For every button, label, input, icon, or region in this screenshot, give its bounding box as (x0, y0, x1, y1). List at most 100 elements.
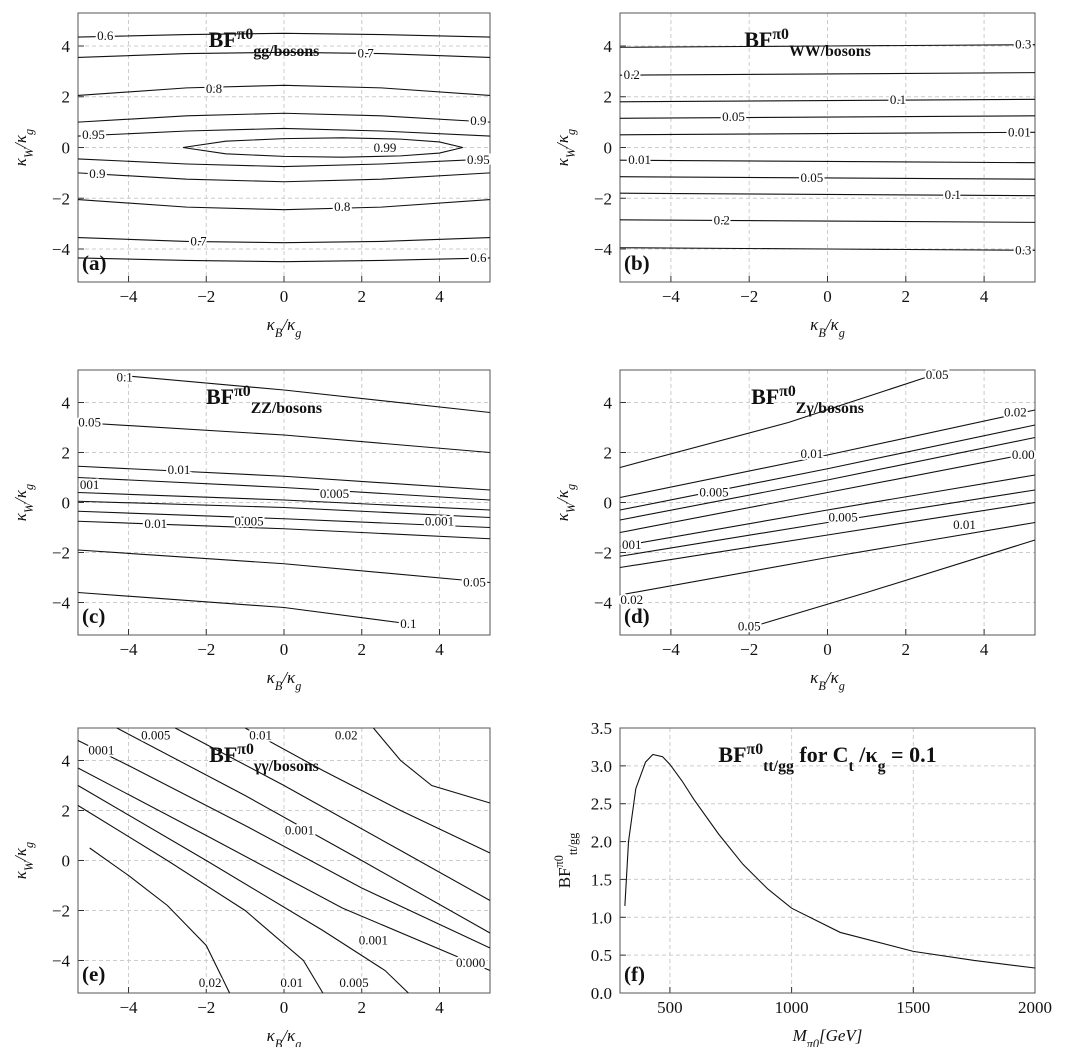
y-tick-label: −2 (594, 189, 612, 208)
x-axis-label: κB/κg (267, 1026, 302, 1047)
x-tick-label: −4 (662, 640, 681, 659)
contour-label: 0.005 (829, 510, 858, 525)
text-part: BF (209, 742, 237, 767)
chart-title: BFπ0WW/bosons (744, 26, 871, 60)
contour-line (77, 158, 491, 168)
text-part: BF (206, 384, 234, 409)
y-axis-label: κW/κg (11, 842, 36, 879)
contour-label: 0.02 (335, 728, 358, 743)
contour-line (77, 591, 409, 625)
x-tick-label: −4 (662, 287, 681, 306)
y-tick-label: 2 (62, 802, 71, 821)
contour-label: 0.01 (168, 462, 191, 477)
text-part: γγ/bosons (253, 758, 319, 775)
text-part: B (275, 679, 283, 693)
text-part: [GeV] (819, 1026, 862, 1045)
contour-label: 0.001 (285, 823, 314, 838)
contour-label: 0.95 (467, 152, 490, 167)
contour-line (77, 172, 491, 183)
text-part: tt/gg (566, 833, 580, 855)
y-tick-label: −4 (52, 952, 71, 971)
contour-label: 0.05 (738, 618, 761, 633)
contour-line (77, 112, 491, 123)
text-part: g (22, 842, 36, 848)
contour-line (77, 237, 491, 244)
contour-line (619, 424, 1036, 511)
contour-label: 0.1 (890, 92, 906, 107)
panel: −4 −2 0 2 4 −4 −2 0 2 4 0.02 0.01 0.005 0.000 0.001 0.0… (11, 726, 491, 1047)
y-tick-label: −4 (52, 594, 71, 613)
plot-frame (77, 369, 491, 636)
x-axis-label: Mπ0[GeV] (792, 1026, 863, 1047)
text-part: κ (553, 157, 572, 166)
x-tick-label: 0 (280, 287, 289, 306)
text-part: /κ (281, 668, 296, 687)
contour-label: 0.01 (800, 446, 823, 461)
text-part: B (275, 326, 283, 340)
text-part: π0 (779, 383, 796, 400)
y-tick-label: 0 (62, 139, 71, 158)
x-axis-label: κB/κg (810, 668, 845, 693)
contour-line (619, 451, 1036, 534)
text-part: W (564, 501, 578, 513)
y-tick-label: −4 (52, 240, 71, 259)
contour-label: 0.01 (628, 152, 651, 167)
x-tick-label: 500 (657, 998, 683, 1017)
text-part: κ (11, 870, 30, 879)
contour-line (77, 127, 491, 137)
contour-line (619, 98, 1036, 103)
contour-label: 001 (80, 477, 100, 492)
text-part: W (22, 859, 36, 871)
contour-line (619, 436, 1036, 521)
contour-line (77, 465, 491, 491)
panel: −4 −2 0 2 4 −4 −2 0 2 4 0.6 0.7 0.8 0.9 0.95 0.99 0.95 0.… (11, 12, 492, 340)
x-tick-label: −2 (197, 998, 215, 1017)
contour-line (77, 520, 491, 540)
x-tick-label: 4 (435, 640, 444, 659)
contour-label: 0.005 (699, 485, 728, 500)
contour-label: 0001 (88, 743, 114, 758)
text-part: BF (209, 27, 237, 52)
chart-title: BFπ0gg/bosons (209, 26, 320, 60)
x-tick-label: 1000 (775, 998, 809, 1017)
x-tick-label: −2 (197, 287, 215, 306)
text-part: BF (751, 384, 779, 409)
y-tick-label: 0.5 (591, 946, 612, 965)
y-tick-label: 0 (62, 494, 71, 513)
text-part: /κ (854, 742, 879, 767)
y-tick-label: −2 (52, 902, 70, 921)
contour-line (77, 32, 491, 38)
contour-line (619, 409, 1036, 499)
x-tick-label: 2 (902, 640, 911, 659)
y-tick-label: 2 (604, 444, 613, 463)
panel: −4 −2 0 2 4 −4 −2 0 2 4 0.3 0.2 0.1 0.05 0.01 0.01 0.05 0… (553, 12, 1036, 340)
text-part: BF (555, 867, 574, 888)
contour-line (619, 159, 1036, 164)
chart-title: BFπ0γγ/bosons (209, 741, 319, 775)
x-axis-label: κB/κg (267, 668, 302, 693)
contour-label: 0.05 (800, 170, 823, 185)
text-part: B (275, 1037, 283, 1047)
text-part: κ (11, 157, 30, 166)
x-axis-label: κB/κg (810, 315, 845, 340)
x-tick-label: 0 (823, 287, 832, 306)
contour-line (116, 727, 491, 934)
x-tick-label: 4 (980, 287, 989, 306)
text-part: g (22, 484, 36, 490)
x-tick-label: 0 (823, 640, 832, 659)
text-part: π0 (747, 741, 764, 758)
data-line (624, 753, 1036, 969)
panel-label: (e) (82, 962, 105, 986)
contour-label: 0.2 (714, 213, 730, 228)
text-part: κ (11, 512, 30, 521)
y-axis-label: κW/κg (553, 129, 578, 166)
contour-label: 0.00 (1012, 447, 1035, 462)
text-part: g (295, 679, 301, 693)
x-tick-label: 2 (902, 287, 911, 306)
text-part: M (792, 1026, 808, 1045)
contour-label: 0.7 (190, 233, 207, 248)
contour-label: 0.02 (199, 975, 222, 990)
contour-label: 0.02 (1004, 405, 1027, 420)
contour-line (619, 192, 1036, 197)
